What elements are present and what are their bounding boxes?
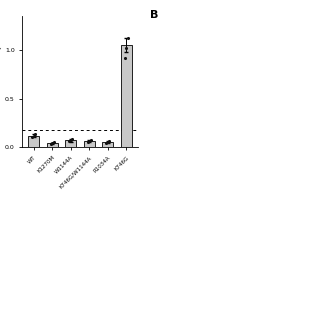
- Bar: [121, 45, 132, 147]
- Point: [107, 139, 112, 144]
- Point: [85, 140, 90, 145]
- Y-axis label: Relative Kinase Activity: Relative Kinase Activity: [0, 45, 2, 118]
- Bar: [84, 141, 95, 147]
- Point: [104, 141, 109, 146]
- Bar: [102, 142, 114, 147]
- Point: [67, 139, 72, 144]
- Point: [32, 131, 37, 136]
- Point: [50, 141, 55, 146]
- Text: B: B: [150, 10, 159, 20]
- Bar: [46, 143, 58, 147]
- Point: [123, 55, 128, 60]
- Point: [124, 45, 129, 51]
- Point: [29, 135, 35, 140]
- Bar: [28, 136, 39, 147]
- Bar: [65, 140, 76, 147]
- Point: [70, 136, 75, 141]
- Point: [68, 137, 73, 142]
- Point: [87, 138, 92, 143]
- Point: [88, 138, 93, 143]
- Point: [48, 142, 53, 147]
- Point: [125, 36, 131, 41]
- Point: [31, 133, 36, 138]
- Point: [105, 139, 110, 144]
- Point: [51, 140, 56, 145]
